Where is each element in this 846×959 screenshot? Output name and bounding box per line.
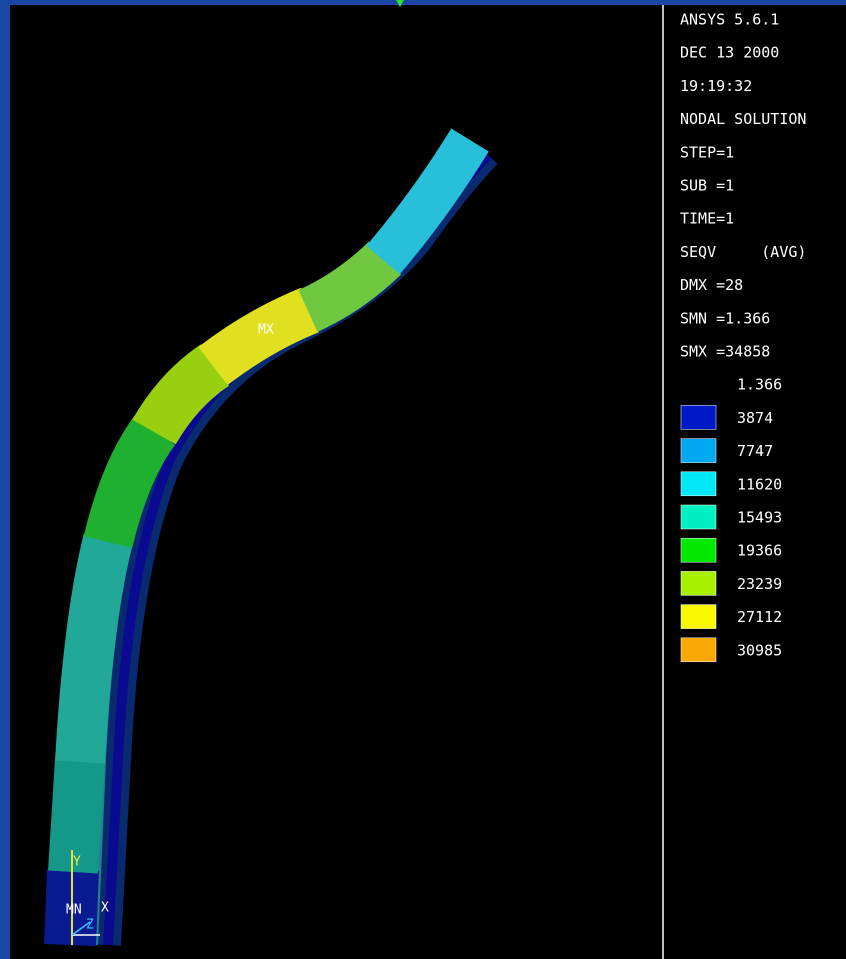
legend-swatch	[681, 472, 716, 496]
max-label: MX	[258, 323, 274, 338]
min-label: MN	[66, 903, 82, 918]
legend-label: 7747	[737, 442, 773, 460]
beam-face	[80, 540, 108, 762]
legend-label: 30985	[737, 641, 782, 659]
info-line: SMN =1.366	[680, 309, 770, 327]
legend-label: 11620	[737, 475, 782, 493]
legend-swatch	[681, 538, 716, 562]
legend-swatch	[681, 405, 716, 429]
legend-swatch	[681, 605, 716, 629]
legend-label: 19366	[737, 542, 782, 560]
info-line: ANSYS 5.6.1	[680, 11, 779, 29]
legend-swatch	[681, 439, 716, 463]
legend-swatch	[681, 571, 716, 595]
info-line: DMX =28	[680, 276, 743, 294]
info-line: TIME=1	[680, 210, 734, 228]
info-line: SUB =1	[680, 177, 734, 195]
y-axis-label: Y	[73, 855, 81, 870]
legend-min-label: 1.366	[737, 376, 782, 394]
info-line: SMX =34858	[680, 343, 770, 361]
x-axis-label: X	[101, 901, 109, 916]
info-line: STEP=1	[680, 143, 734, 161]
legend-swatch	[681, 638, 716, 662]
legend-swatch	[681, 505, 716, 529]
info-line: NODAL SOLUTION	[680, 110, 806, 128]
z-axis-label: Z	[86, 918, 94, 933]
ansys-window: MX Y MN X Z ANSYS 5.6.1 DEC 13 2000 19:19:…	[0, 0, 846, 959]
legend-label: 27112	[737, 608, 782, 626]
info-line: 19:19:32	[680, 77, 752, 95]
legend-label: 15493	[737, 509, 782, 527]
legend-label: 3874	[737, 409, 773, 427]
info-line: SEQV (AVG)	[680, 243, 806, 261]
info-line: DEC 13 2000	[680, 44, 779, 62]
legend-label: 23239	[737, 575, 782, 593]
